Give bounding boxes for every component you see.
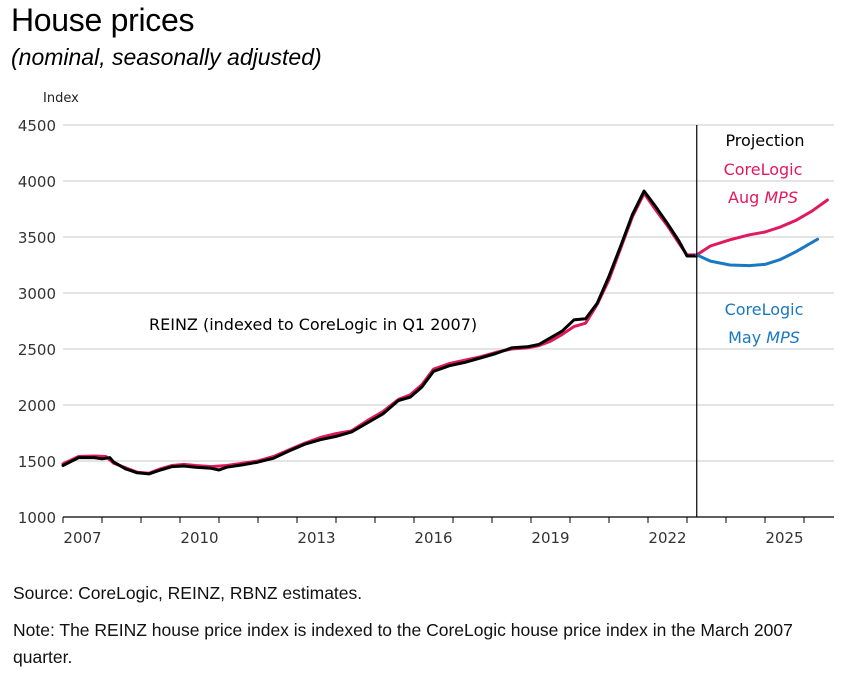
y-tick-label: 2000 [18, 397, 56, 415]
x-tick-label: 2016 [414, 529, 452, 547]
annotation-projection: Projection [725, 131, 804, 150]
chart-title: House prices [11, 2, 195, 38]
annotation-reinz: REINZ (indexed to CoreLogic in Q1 2007) [149, 315, 477, 334]
series-line-corelogic-aug-mps-projection [695, 198, 829, 257]
annotation-aug-label: Aug [728, 188, 759, 207]
chart-subtitle: (nominal, seasonally adjusted) [11, 44, 322, 70]
annotation-may-mps: May MPS [728, 328, 800, 347]
line-chart: 1000 1500 2000 2500 3000 3500 4000 4500 2007 201… [18, 117, 834, 547]
x-tick-label: 2019 [531, 529, 569, 547]
y-axis-label: Index [43, 91, 79, 106]
series-line-reinz-indexed-to-corelogic-in-q1-2007 [61, 189, 699, 476]
y-tick-label: 1500 [18, 453, 56, 471]
x-tick-label: 2007 [63, 529, 101, 547]
source-note: Source: CoreLogic, REINZ, RBNZ estimates… [13, 583, 363, 603]
y-tick-label: 1000 [18, 509, 56, 527]
y-tick-label: 3500 [18, 229, 56, 247]
x-tick-label: 2010 [180, 529, 218, 547]
x-tick-label: 2022 [648, 529, 686, 547]
y-axis-ticks: 1000 1500 2000 2500 3000 3500 4000 4500 [18, 117, 56, 527]
series-line-corelogic-may-mps-projection [695, 237, 820, 268]
x-tick-label: 2025 [765, 529, 803, 547]
annotation-aug-mps: Aug MPS [728, 188, 798, 207]
annotation-aug-corelogic: CoreLogic [724, 160, 803, 179]
gridlines [63, 124, 834, 462]
annotation-may-label: May [728, 328, 761, 347]
y-tick-label: 4000 [18, 173, 56, 191]
footnote: Note: The REINZ house price index is ind… [13, 620, 793, 667]
series-lines [61, 189, 829, 476]
x-tick-label: 2013 [297, 529, 335, 547]
annotation-may-mps-italic: MPS [766, 328, 800, 347]
y-tick-label: 2500 [18, 341, 56, 359]
annotation-aug-mps-italic: MPS [764, 188, 798, 207]
y-tick-label: 3000 [18, 285, 56, 303]
annotation-may-corelogic: CoreLogic [725, 300, 804, 319]
y-tick-label: 4500 [18, 117, 56, 135]
x-axis: 2007 2010 2013 2016 2019 2022 2025 [62, 516, 834, 547]
